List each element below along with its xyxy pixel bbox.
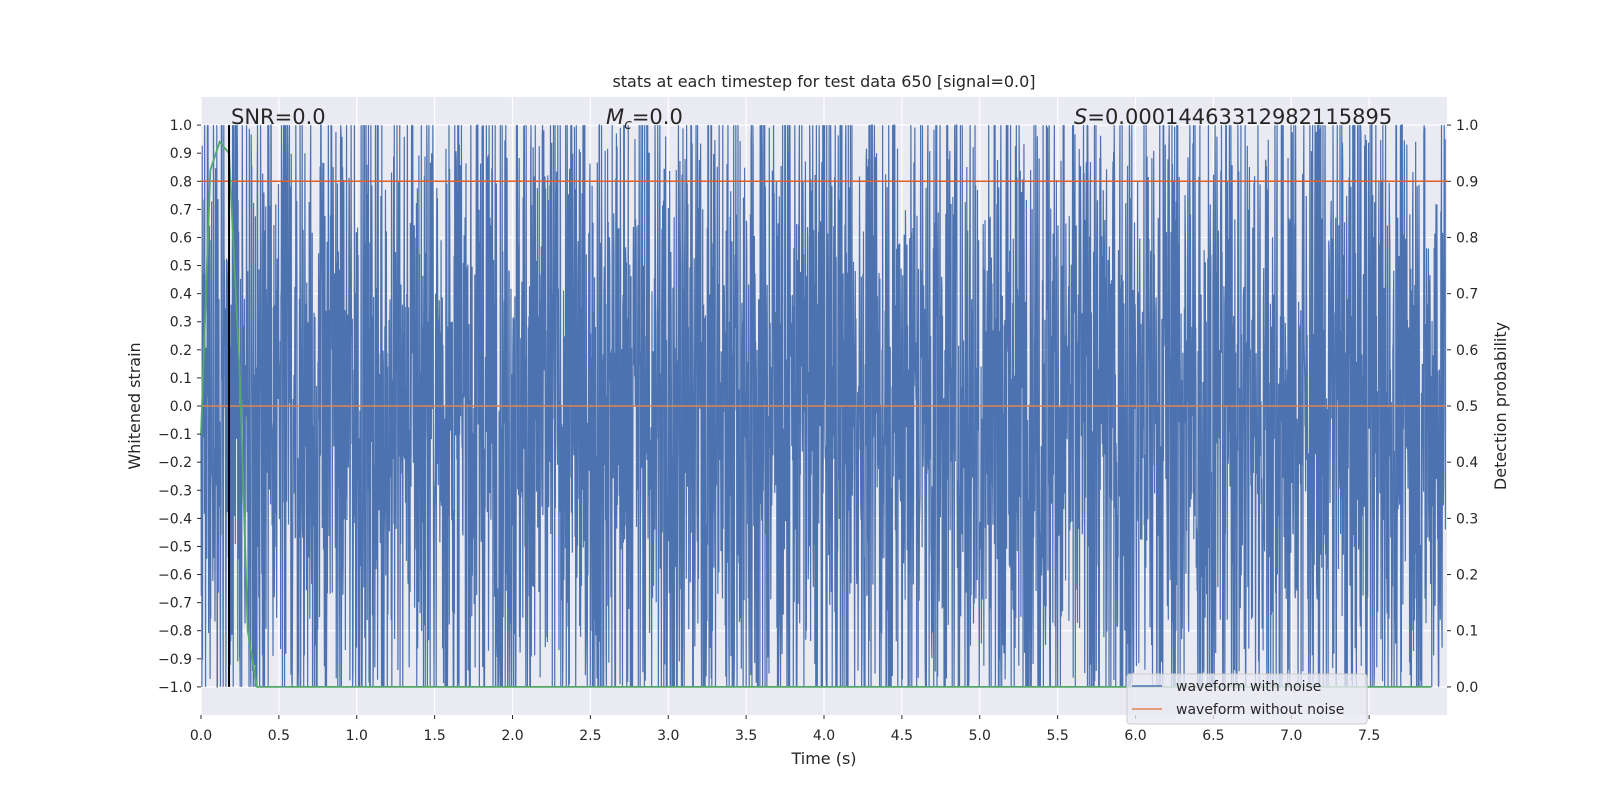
y-tick-label: −0.2	[158, 455, 192, 471]
legend-label-noise: waveform with noise	[1176, 679, 1321, 695]
y-tick-label: −0.7	[158, 596, 192, 612]
x-tick-label: 2.0	[501, 728, 523, 744]
noise-waveform-line	[200, 124, 1447, 688]
x-tick-label: 0.0	[190, 728, 212, 744]
y-tick-label: −0.6	[158, 568, 192, 584]
y-tick-label: 0.7	[170, 202, 192, 218]
y-tick-label: −1.0	[158, 680, 192, 696]
y2-tick-label: 1.0	[1456, 118, 1478, 134]
chart-title: stats at each timestep for test data 650…	[612, 72, 1035, 91]
y-tick-label: −0.9	[158, 652, 192, 668]
y-tick-label: 1.0	[170, 118, 192, 134]
y-tick-label: 0.6	[170, 230, 192, 246]
y2-tick-label: 0.5	[1456, 399, 1478, 415]
x-tick-label: 5.5	[1046, 728, 1068, 744]
y2-tick-label: 0.8	[1456, 230, 1478, 246]
y-tick-label: 0.3	[170, 315, 192, 331]
x-tick-label: 6.5	[1202, 728, 1224, 744]
x-tick-label: 2.5	[579, 728, 601, 744]
detection-probability-line	[200, 140, 1432, 688]
y-tick-label: 0.5	[170, 259, 192, 275]
y2-tick-label: 0.6	[1456, 343, 1478, 359]
mc-annotation: Mc=0.0	[606, 105, 683, 133]
y2-tick-label: 0.7	[1456, 287, 1478, 303]
y-tick-label: −0.3	[158, 483, 192, 499]
series-waveform-with-noise	[200, 124, 1447, 688]
y-tick-label: −0.4	[158, 511, 192, 527]
y2-tick-label: 0.1	[1456, 624, 1478, 640]
series-group	[200, 125, 1447, 688]
x-tick-label: 4.5	[891, 728, 913, 744]
legend-box	[1126, 673, 1368, 725]
axis-ticks: 0.0 0.5 1.0 1.5 2.0 2.5 3.0 3.5 4.0 4.5 5.0 5.5 6.0 6…	[158, 118, 1478, 744]
y2-tick-label: 0.4	[1456, 455, 1478, 471]
y-tick-label: −0.5	[158, 539, 192, 555]
y-tick-label: 0.0	[170, 399, 192, 415]
y-tick-label: 0.2	[170, 343, 192, 359]
y2-axis-label: Detection probability	[1491, 322, 1510, 490]
snr-annotation: SNR=0.0	[231, 105, 326, 129]
x-tick-label: 5.0	[969, 728, 991, 744]
y-tick-label: 0.4	[170, 287, 192, 303]
x-tick-label: 0.5	[268, 728, 290, 744]
y2-tick-label: 0.9	[1456, 174, 1478, 190]
legend: waveform with noise waveform without noi…	[1126, 673, 1368, 725]
x-tick-label: 1.5	[423, 728, 445, 744]
legend-label-clean: waveform without noise	[1176, 702, 1344, 718]
x-tick-label: 1.0	[346, 728, 368, 744]
y2-tick-label: 0.3	[1456, 511, 1478, 527]
s-annotation: S=0.00014463312982115895	[1074, 105, 1392, 129]
y-tick-label: 0.1	[170, 371, 192, 387]
y2-tick-label: 0.2	[1456, 568, 1478, 584]
x-axis-label: Time (s)	[790, 749, 856, 768]
x-tick-label: 6.0	[1124, 728, 1146, 744]
y-tick-label: −0.8	[158, 624, 192, 640]
y-tick-label: 0.9	[170, 146, 192, 162]
y-tick-label: −0.1	[158, 427, 192, 443]
x-tick-label: 3.0	[657, 728, 679, 744]
y2-tick-label: 0.0	[1456, 680, 1478, 696]
x-tick-label: 7.0	[1280, 728, 1302, 744]
x-tick-label: 4.0	[813, 728, 835, 744]
x-tick-label: 7.5	[1358, 728, 1380, 744]
y-axis-label: Whitened strain	[125, 342, 144, 469]
x-tick-label: 3.5	[735, 728, 757, 744]
y-tick-label: 0.8	[170, 174, 192, 190]
